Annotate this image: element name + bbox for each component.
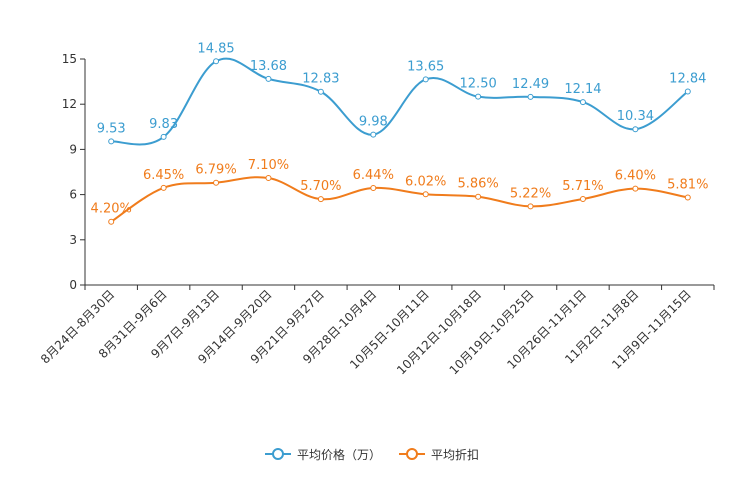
discount-point [527, 203, 534, 210]
price-data-label: 10.34 [617, 109, 654, 124]
discount-data-label: 6.02% [405, 174, 446, 189]
y-tick-label: 3 [69, 233, 77, 247]
discount-data-label: 5.70% [300, 179, 341, 194]
discount-data-label: 6.45% [143, 168, 184, 183]
y-tick-label: 0 [69, 278, 77, 292]
discount-data-label: 5.22% [510, 186, 551, 201]
price-data-label: 12.83 [302, 72, 339, 87]
price-point [684, 88, 691, 95]
price-data-label: 12.49 [512, 77, 549, 92]
price-point [527, 93, 534, 100]
legend-discount-marker-icon [399, 448, 425, 460]
legend-item-discount[interactable]: 平均折扣 [399, 446, 479, 463]
discount-data-label: 4.20% [91, 202, 132, 217]
discount-point [213, 179, 220, 186]
price-point [108, 138, 115, 145]
discount-series-line [110, 176, 688, 223]
legend-discount-label: 平均折扣 [431, 447, 480, 462]
discount-point [684, 194, 691, 201]
data-labels: 9.53 9.83 14.85 13.68 12.83 9.98 13.65 12.50 12.… [91, 41, 709, 216]
legend-item-price[interactable]: 平均价格（万） [264, 446, 381, 463]
discount-point [317, 196, 324, 203]
discount-point [265, 175, 272, 182]
price-data-label: 9.53 [97, 121, 126, 136]
price-data-label: 14.85 [197, 41, 234, 56]
price-data-label: 9.83 [149, 117, 178, 132]
discount-data-label: 5.71% [562, 179, 603, 194]
price-data-label: 12.50 [460, 77, 497, 92]
y-tick-label: 9 [69, 142, 77, 156]
price-data-label: 9.98 [359, 115, 388, 130]
legend-price-label: 平均价格（万） [296, 447, 381, 462]
price-data-label: 13.65 [407, 59, 444, 74]
discount-point [579, 195, 586, 202]
y-tick-label: 6 [69, 188, 77, 202]
y-tick-label: 12 [62, 97, 77, 111]
discount-point [632, 185, 639, 192]
discount-data-label: 7.10% [248, 158, 289, 173]
price-point [579, 99, 586, 106]
price-point [317, 88, 324, 95]
discount-data-label: 5.81% [667, 177, 708, 192]
discount-point [370, 184, 377, 191]
discount-data-label: 6.44% [353, 168, 394, 183]
discount-point [160, 184, 167, 191]
discount-point [422, 191, 429, 198]
price-point [160, 133, 167, 140]
legend-price-marker-icon [264, 448, 291, 460]
series-layer [108, 57, 691, 225]
legend: 平均价格（万） 平均折扣 [0, 442, 744, 466]
price-point [370, 131, 377, 138]
axes: 036912158月24日-8月30日8月31日-9月6日9月7日-9月13日9… [38, 52, 715, 377]
price-series-line [111, 57, 689, 146]
price-data-label: 13.68 [250, 59, 287, 74]
price-point [265, 75, 272, 82]
discount-data-label: 6.40% [615, 169, 656, 184]
discount-data-label: 5.86% [457, 177, 498, 192]
price-point [213, 58, 220, 65]
price-data-label: 12.14 [564, 82, 601, 97]
price-point [422, 76, 429, 83]
discount-point [108, 218, 115, 225]
price-point [632, 126, 639, 133]
y-tick-label: 15 [62, 52, 77, 66]
price-point [475, 93, 482, 100]
discount-point [475, 193, 482, 200]
price-data-label: 12.84 [669, 72, 706, 87]
discount-data-label: 6.79% [195, 163, 236, 178]
